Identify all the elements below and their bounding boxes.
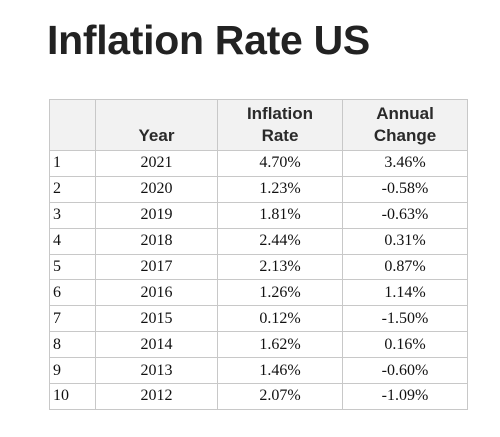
inflation-rate-header-line1: Inflation bbox=[246, 104, 314, 123]
page-title: Inflation Rate US bbox=[47, 17, 370, 63]
annual-change-header-line2: Change bbox=[373, 126, 437, 145]
table-row: 4 2018 2.44% 0.31% bbox=[49, 227, 468, 255]
row-index-cell: 3 bbox=[49, 201, 96, 229]
year-cell: 2017 bbox=[95, 253, 218, 281]
year-cell: 2014 bbox=[95, 331, 218, 359]
row-index-cell: 8 bbox=[49, 331, 96, 359]
annual-change-cell: 0.31% bbox=[342, 227, 468, 255]
annual-change-cell: 3.46% bbox=[342, 150, 468, 177]
row-index-cell: 6 bbox=[49, 279, 96, 307]
table-row: 10 2012 2.07% -1.09% bbox=[49, 383, 468, 410]
table-row: 9 2013 1.46% -0.60% bbox=[49, 357, 468, 385]
annual-change-cell: -1.09% bbox=[342, 383, 468, 410]
index-column-header bbox=[49, 99, 96, 151]
inflation-rate-cell: 0.12% bbox=[217, 305, 343, 333]
annual-change-column-header: Annual Change bbox=[342, 99, 468, 151]
inflation-table: Year Inflation Rate Annual Change 1 2021… bbox=[49, 99, 468, 410]
table-row: 6 2016 1.26% 1.14% bbox=[49, 279, 468, 307]
inflation-rate-header-line2: Rate bbox=[261, 126, 299, 145]
table-row: 7 2015 0.12% -1.50% bbox=[49, 305, 468, 333]
inflation-rate-cell: 1.62% bbox=[217, 331, 343, 359]
year-cell: 2012 bbox=[95, 383, 218, 410]
row-index-cell: 1 bbox=[49, 150, 96, 177]
year-cell: 2015 bbox=[95, 305, 218, 333]
year-cell: 2018 bbox=[95, 227, 218, 255]
year-cell: 2016 bbox=[95, 279, 218, 307]
year-cell: 2019 bbox=[95, 201, 218, 229]
row-index-cell: 7 bbox=[49, 305, 96, 333]
inflation-rate-column-header: Inflation Rate bbox=[217, 99, 343, 151]
annual-change-cell: -0.60% bbox=[342, 357, 468, 385]
inflation-rate-cell: 4.70% bbox=[217, 150, 343, 177]
inflation-rate-cell: 2.13% bbox=[217, 253, 343, 281]
inflation-rate-cell: 2.07% bbox=[217, 383, 343, 410]
table-row: 1 2021 4.70% 3.46% bbox=[49, 150, 468, 177]
year-cell: 2021 bbox=[95, 150, 218, 177]
year-column-header: Year bbox=[95, 99, 218, 151]
year-header-label: Year bbox=[138, 126, 175, 145]
annual-change-header-line1: Annual bbox=[376, 104, 434, 123]
annual-change-cell: 1.14% bbox=[342, 279, 468, 307]
row-index-cell: 10 bbox=[49, 383, 96, 410]
table-row: 5 2017 2.13% 0.87% bbox=[49, 253, 468, 281]
row-index-cell: 2 bbox=[49, 175, 96, 203]
row-index-cell: 9 bbox=[49, 357, 96, 385]
inflation-rate-cell: 1.26% bbox=[217, 279, 343, 307]
inflation-rate-cell: 1.46% bbox=[217, 357, 343, 385]
year-cell: 2013 bbox=[95, 357, 218, 385]
table-row: 8 2014 1.62% 0.16% bbox=[49, 331, 468, 359]
row-index-cell: 5 bbox=[49, 253, 96, 281]
annual-change-cell: -0.63% bbox=[342, 201, 468, 229]
annual-change-cell: 0.87% bbox=[342, 253, 468, 281]
inflation-rate-cell: 2.44% bbox=[217, 227, 343, 255]
annual-change-cell: -0.58% bbox=[342, 175, 468, 203]
inflation-rate-cell: 1.23% bbox=[217, 175, 343, 203]
row-index-cell: 4 bbox=[49, 227, 96, 255]
table-row: 3 2019 1.81% -0.63% bbox=[49, 201, 468, 229]
table-row: 2 2020 1.23% -0.58% bbox=[49, 175, 468, 203]
inflation-rate-cell: 1.81% bbox=[217, 201, 343, 229]
table-header-row: Year Inflation Rate Annual Change bbox=[49, 99, 468, 151]
year-cell: 2020 bbox=[95, 175, 218, 203]
annual-change-cell: 0.16% bbox=[342, 331, 468, 359]
annual-change-cell: -1.50% bbox=[342, 305, 468, 333]
